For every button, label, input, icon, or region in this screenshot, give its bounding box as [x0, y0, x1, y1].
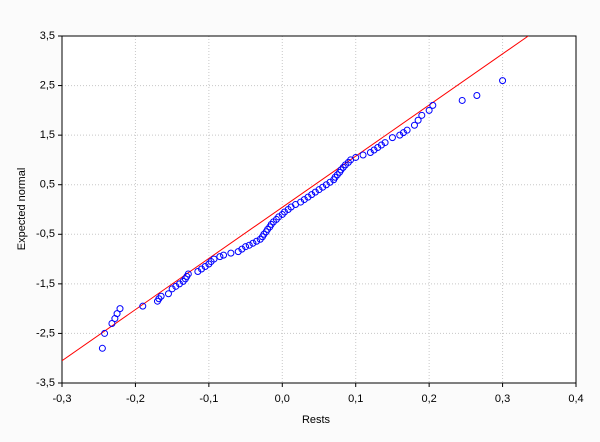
point: [98, 344, 106, 352]
point: [157, 292, 165, 300]
point: [139, 302, 147, 310]
point: [429, 101, 437, 109]
y-tick-label: 2,5: [40, 79, 55, 91]
point: [108, 320, 116, 328]
x-tick-label: -0,2: [126, 393, 145, 405]
point: [210, 255, 218, 263]
point: [253, 237, 261, 245]
y-tick-label: 0,5: [40, 179, 55, 191]
point: [116, 305, 124, 313]
x-tick-label: 0,1: [348, 393, 363, 405]
plot-area: [62, 36, 576, 383]
x-tick-label: -0,3: [53, 393, 72, 405]
plot-frame: [61, 35, 577, 384]
x-axis-label: Rests: [302, 414, 331, 426]
point: [388, 134, 396, 142]
point: [242, 243, 250, 251]
point: [359, 151, 367, 159]
y-tick-label: -0,5: [36, 228, 55, 240]
x-tick-label: 0,2: [421, 393, 436, 405]
point: [352, 153, 360, 161]
point: [245, 241, 253, 249]
point: [414, 116, 422, 124]
point: [403, 126, 411, 134]
point: [418, 111, 426, 119]
point: [227, 249, 235, 257]
point: [184, 270, 192, 278]
point: [458, 96, 466, 104]
point: [249, 239, 257, 247]
point: [101, 329, 109, 337]
y-tick-label: -2,5: [36, 327, 55, 339]
point: [164, 290, 172, 298]
point: [473, 91, 481, 99]
x-tick-label: -0,1: [199, 393, 218, 405]
point: [381, 139, 389, 147]
y-axis-label: Expected normal: [16, 168, 28, 251]
x-tick-label: 0,4: [568, 393, 583, 405]
point: [425, 106, 433, 114]
point: [216, 253, 224, 261]
point: [499, 77, 507, 85]
point: [113, 310, 121, 318]
y-tick-label: -1,5: [36, 278, 55, 290]
x-tick-label: 0,3: [495, 393, 510, 405]
y-tick-label: -3,5: [36, 377, 55, 389]
x-tick-label: 0,0: [275, 393, 290, 405]
y-tick-label: 1,5: [40, 129, 55, 141]
point: [220, 251, 228, 259]
point: [410, 121, 418, 129]
y-tick-label: 3,5: [40, 30, 55, 42]
